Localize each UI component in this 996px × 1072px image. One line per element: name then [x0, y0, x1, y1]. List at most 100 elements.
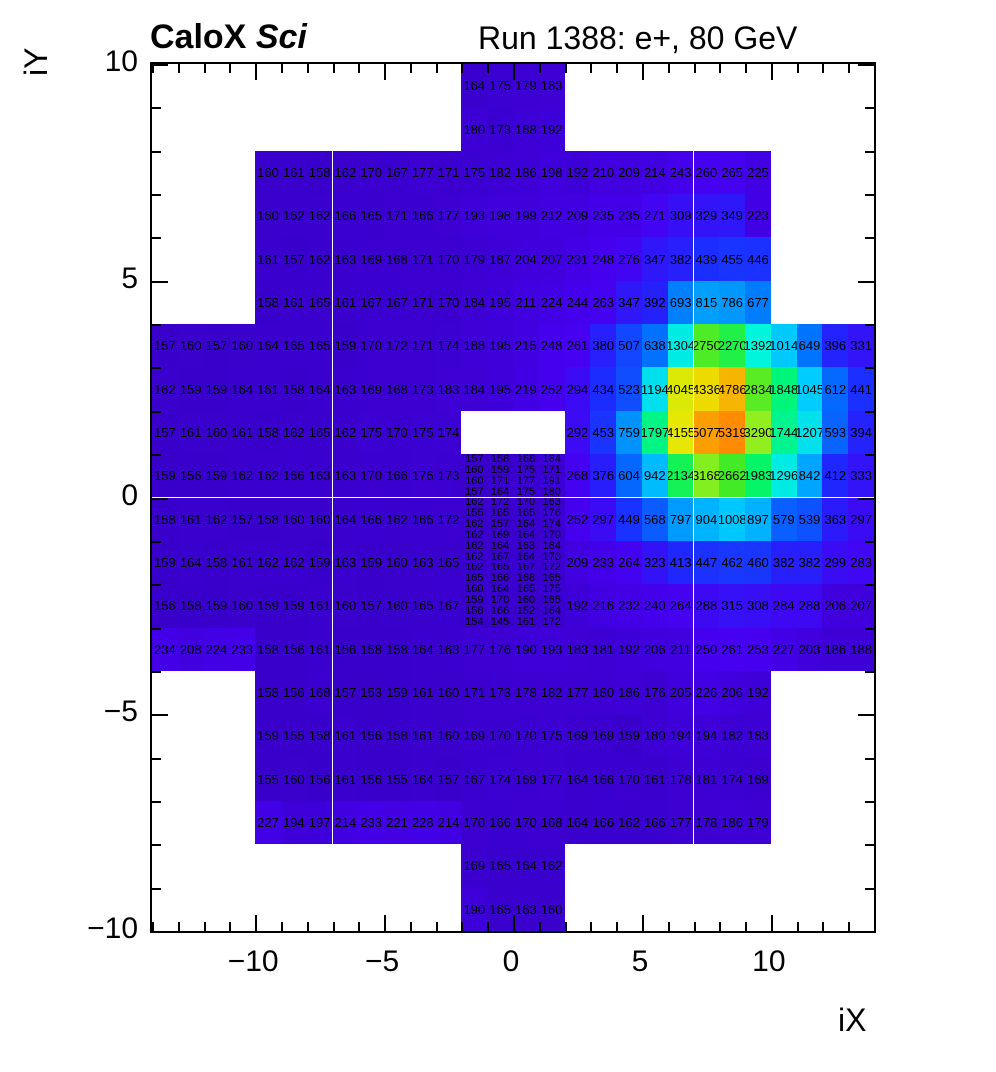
heatmap-cell: 158 — [306, 150, 333, 195]
heatmap-cell-value: 288 — [695, 598, 718, 614]
heatmap-cell: 1008 — [719, 497, 746, 541]
heatmap-cell: 235 — [616, 194, 642, 238]
heatmap-cell: 161 — [409, 714, 436, 758]
heatmap-cell: 157 — [487, 519, 513, 530]
heatmap-cell: 165 — [280, 324, 307, 368]
heatmap-cell-value: 261 — [721, 641, 744, 657]
y-axis-tick — [152, 714, 168, 717]
heatmap-cell-value: 260 — [695, 164, 718, 180]
heatmap-cell-value: 184 — [542, 454, 561, 465]
heatmap-cell: 161 — [306, 584, 333, 628]
heatmap-cell: 160 — [435, 670, 462, 715]
heatmap-cell-value: 164 — [179, 555, 202, 571]
heatmap-cell-value: 166 — [489, 815, 511, 831]
heatmap-cell-value: 157 — [205, 338, 228, 354]
heatmap-cell: 162 — [152, 367, 178, 411]
heatmap-cell: 165 — [409, 584, 436, 628]
heatmap-cell: 333 — [848, 454, 874, 498]
heatmap-cell-value: 205 — [669, 685, 692, 701]
experiment-name: CaloX — [150, 18, 247, 56]
heatmap-cell-value: 226 — [695, 685, 718, 701]
y-axis-tick — [152, 497, 168, 500]
heatmap-cell: 175 — [461, 150, 488, 195]
y-axis-tick — [865, 237, 874, 240]
heatmap-cell-value: 176 — [411, 468, 434, 484]
heatmap-cell-value: 157 — [334, 685, 357, 701]
heatmap-cell-value: 179 — [515, 78, 537, 94]
heatmap-cell-value: 170 — [437, 251, 460, 267]
x-axis-tick — [796, 64, 799, 73]
heatmap-cell: 460 — [745, 540, 771, 585]
heatmap-cell: 159 — [203, 367, 230, 411]
heatmap-cell-value: 183 — [437, 381, 460, 397]
heatmap-cell-value: 175 — [411, 424, 434, 440]
heatmap-cell-value: 194 — [282, 815, 305, 831]
y-axis-tick — [152, 367, 161, 370]
heatmap-cell-value: 449 — [618, 511, 640, 527]
heatmap-cell: 347 — [641, 237, 668, 281]
heatmap-cell-value: 175 — [516, 464, 536, 476]
heatmap-cell: 209 — [564, 194, 591, 238]
heatmap-cell: 167 — [487, 551, 513, 563]
heatmap-cell-value: 160 — [205, 424, 228, 440]
heatmap-cell: 155 — [384, 757, 410, 801]
heatmap-cell-value: 170 — [463, 815, 486, 831]
heatmap-cell: 1848 — [770, 367, 797, 411]
heatmap-cell-value: 191 — [542, 475, 561, 487]
heatmap-cell: 174 — [435, 410, 462, 455]
heatmap-cell-value: 156 — [154, 598, 176, 614]
heatmap-cell-value: 192 — [618, 641, 640, 657]
heatmap-cell-value: 161 — [516, 616, 536, 628]
heatmap-cell-value: 168 — [386, 381, 408, 397]
heatmap-cell-value: 593 — [824, 424, 847, 440]
heatmap-cell: 453 — [590, 410, 617, 455]
y-axis-tick — [865, 540, 874, 543]
heatmap-cell-value: 158 — [360, 641, 383, 657]
heatmap-cell-value: 225 — [747, 164, 769, 180]
heatmap-cell-value: 164 — [308, 381, 331, 397]
heatmap-cell-value: 168 — [516, 573, 536, 585]
heatmap-cell: 166 — [487, 800, 513, 845]
heatmap-cell: 164 — [306, 367, 333, 411]
heatmap-cell: 152 — [513, 605, 539, 617]
heatmap-cell-value: 194 — [695, 728, 718, 744]
heatmap-cell: 170 — [384, 410, 410, 455]
heatmap-cell-value: 174 — [437, 424, 460, 440]
heatmap-cell-value: 160 — [257, 164, 279, 180]
heatmap-cell-value: 161 — [179, 424, 202, 440]
heatmap-cell-value: 161 — [282, 164, 305, 180]
heatmap-cell-value: 157 — [282, 251, 305, 267]
y-tick-label: 10 — [104, 45, 138, 78]
heatmap-cell-value: 183 — [747, 728, 769, 744]
heatmap-cell: 174 — [538, 519, 565, 530]
heatmap-cell: 297 — [848, 497, 874, 541]
heatmap-cell-value: 166 — [411, 208, 434, 224]
y-tick-label: 5 — [121, 261, 138, 295]
heatmap-cell: 195 — [487, 280, 513, 325]
y-axis-tick — [152, 887, 161, 890]
heatmap-cell-value: 190 — [515, 641, 537, 657]
heatmap-cell: 188 — [513, 107, 539, 151]
x-axis-tick — [152, 64, 154, 73]
heatmap-cell-value: 169 — [747, 771, 769, 787]
heatmap-cell: 160 — [229, 584, 256, 628]
heatmap-cell-value: 162 — [465, 540, 484, 552]
heatmap-cell-value: 382 — [798, 555, 821, 571]
heatmap-cell: 166 — [280, 454, 307, 498]
heatmap-cell-value: 2270 — [719, 338, 745, 354]
x-axis-tick — [487, 922, 490, 931]
heatmap-cell-value: 157 — [465, 486, 484, 498]
heatmap-cell-value: 234 — [154, 641, 176, 657]
heatmap-cell: 156 — [280, 627, 307, 671]
heatmap-cell-value: 170 — [515, 815, 537, 831]
heatmap-cell: 183 — [538, 64, 565, 108]
heatmap-cell: 175 — [538, 714, 565, 758]
heatmap-cell: 173 — [487, 107, 513, 151]
heatmap-cell-value: 1744 — [771, 424, 797, 440]
heatmap-cell-value: 162 — [154, 381, 176, 397]
x-axis-tick — [229, 64, 232, 73]
heatmap-cell-value: 193 — [463, 208, 486, 224]
heatmap-cell: 164 — [487, 540, 513, 552]
x-axis-tick — [667, 64, 670, 73]
heatmap-cell: 156 — [152, 584, 178, 628]
